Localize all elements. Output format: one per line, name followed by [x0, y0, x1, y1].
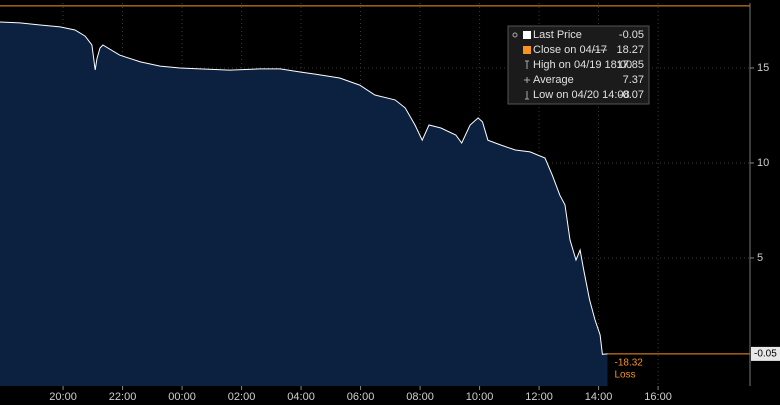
legend-swatch: [523, 31, 531, 39]
x-tick-label: 00:00: [168, 391, 196, 403]
x-tick-label: 04:00: [287, 391, 315, 403]
legend-swatch: [523, 46, 531, 54]
legend-symbol: [525, 60, 529, 69]
legend-label: Average: [533, 74, 574, 86]
legend-value: -0.07: [619, 89, 644, 101]
legend: Last Price -0.05 Close on 04/17 18.27 High o…: [507, 25, 650, 105]
legend-value: 7.37: [623, 74, 644, 86]
area: [0, 22, 608, 386]
legend-label: Close on 04/17: [533, 44, 607, 56]
x-tick-label: 06:00: [347, 391, 375, 403]
x-tick-label: 02:00: [228, 391, 256, 403]
legend-symbol: [524, 77, 530, 83]
last-price-label: -0.05: [754, 349, 777, 360]
legend-box: [507, 25, 650, 105]
legend-value: 18.27: [616, 44, 644, 56]
y-tick-label: 15: [757, 62, 769, 74]
x-tick-label: 12:00: [525, 391, 553, 403]
x-tick-label: 10:00: [466, 391, 494, 403]
last-price-box: [751, 346, 780, 361]
y-tick-label: 5: [757, 252, 763, 264]
y-tick-label: 10: [757, 157, 769, 169]
x-tick-label: 08:00: [406, 391, 434, 403]
x-tick-label: 20:00: [49, 391, 77, 403]
legend-label: High on 04/19 18:00: [533, 59, 632, 71]
legend-label: Low on 04/20 14:08: [533, 89, 630, 101]
legend-value: -0.05: [619, 29, 644, 41]
x-tick-label: 16:00: [644, 391, 672, 403]
price-line: [0, 21, 608, 355]
loss-value: -18.32: [614, 358, 643, 369]
legend-dot: [512, 32, 518, 38]
x-tick-label: 14:00: [585, 391, 613, 403]
legend-label: Last Price: [533, 29, 582, 41]
loss-label: Loss: [614, 370, 635, 381]
x-tick-label: 22:00: [109, 391, 137, 403]
legend-value: 17.85: [616, 59, 644, 71]
legend-symbol: [525, 91, 529, 100]
legend-separator: ----: [593, 44, 608, 56]
